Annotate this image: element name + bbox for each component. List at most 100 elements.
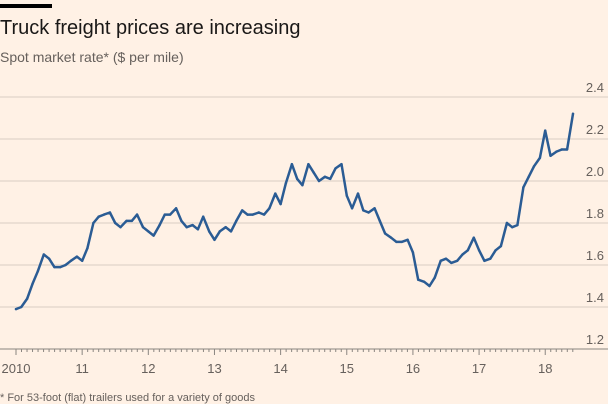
data-point — [499, 244, 503, 248]
series-line — [14, 112, 575, 311]
x-tick-label: 2010 — [2, 361, 31, 376]
data-point — [510, 226, 514, 229]
data-point — [560, 148, 563, 151]
data-point — [389, 236, 393, 239]
data-point — [439, 259, 442, 262]
x-tick-label: 14 — [273, 361, 287, 376]
data-point — [213, 238, 216, 241]
data-point — [42, 253, 45, 256]
data-point — [174, 207, 178, 210]
data-point — [202, 215, 205, 218]
data-point — [450, 261, 453, 265]
data-point — [307, 163, 310, 166]
data-point — [544, 129, 547, 132]
x-tick-label: 16 — [406, 361, 420, 376]
data-point — [125, 219, 128, 223]
data-point — [274, 192, 277, 195]
y-tick-label: 1.6 — [586, 248, 604, 263]
data-point — [340, 163, 343, 166]
title-accent-bar — [0, 4, 52, 8]
data-point — [114, 221, 117, 225]
data-point — [262, 213, 266, 216]
data-point — [555, 150, 558, 153]
data-point — [196, 228, 200, 231]
data-point — [538, 156, 542, 160]
data-point — [141, 226, 145, 229]
y-tick-label: 1.8 — [586, 206, 604, 221]
data-point — [75, 255, 79, 258]
data-point — [235, 219, 238, 223]
data-point — [494, 249, 497, 252]
chart-title: Truck freight prices are increasing — [0, 17, 301, 39]
x-tick-label: 15 — [340, 361, 354, 376]
data-point — [246, 213, 249, 216]
x-axis — [15, 349, 574, 355]
data-point — [317, 179, 321, 183]
data-point — [207, 230, 211, 233]
data-point — [565, 148, 569, 151]
data-point — [395, 240, 398, 244]
data-point — [295, 177, 299, 181]
chart-subtitle: Spot market rate* ($ per mile) — [0, 49, 184, 65]
data-point — [14, 307, 18, 311]
x-tick-label: 17 — [472, 361, 486, 376]
data-point — [31, 282, 34, 286]
y-tick-labels: 1.2 1.4 1.6 1.8 2.0 2.2 2.4 — [586, 80, 604, 347]
data-point — [59, 265, 62, 269]
data-point — [180, 219, 183, 223]
data-point — [26, 297, 29, 300]
y-tick-label: 2.0 — [586, 164, 604, 179]
x-tick-labels: 2010 11 12 13 14 15 16 17 18 — [2, 361, 553, 376]
data-point — [406, 238, 409, 241]
data-point — [362, 209, 365, 212]
data-point — [350, 207, 354, 210]
chart-footnote: * For 53-foot (flat) trailers used for a… — [0, 392, 255, 404]
data-point — [152, 234, 155, 237]
data-point — [489, 257, 492, 260]
data-point — [400, 240, 403, 244]
data-point — [119, 226, 122, 229]
data-point — [522, 186, 525, 189]
data-point — [241, 209, 244, 212]
data-point — [373, 207, 376, 210]
data-point — [323, 175, 327, 178]
data-point — [224, 226, 227, 229]
data-point — [251, 213, 255, 216]
data-point — [130, 219, 133, 223]
data-point — [477, 249, 481, 252]
y-tick-label: 2.2 — [586, 122, 604, 137]
data-point — [483, 259, 486, 262]
data-point — [383, 232, 387, 235]
data-point — [185, 226, 188, 229]
data-point — [532, 165, 536, 168]
data-point — [378, 219, 382, 223]
x-tick-label: 12 — [141, 361, 155, 376]
data-point — [456, 259, 459, 262]
data-point — [229, 230, 233, 233]
data-point — [64, 263, 67, 267]
data-point — [97, 215, 100, 218]
x-tick-label: 18 — [538, 361, 552, 376]
data-point — [428, 284, 431, 288]
data-point — [80, 259, 84, 262]
x-tick-label: 11 — [75, 361, 89, 376]
data-point — [218, 230, 221, 233]
data-point — [163, 213, 167, 216]
data-point — [147, 230, 150, 233]
data-point — [571, 112, 575, 116]
data-point — [444, 257, 448, 260]
data-point — [86, 247, 89, 250]
data-point — [301, 184, 304, 187]
data-point — [102, 213, 106, 216]
data-point — [191, 223, 194, 227]
data-point — [284, 181, 288, 185]
data-point — [472, 236, 475, 239]
data-point — [69, 259, 73, 262]
data-point — [411, 251, 415, 254]
data-point — [92, 221, 95, 225]
data-point — [367, 211, 370, 214]
data-point — [20, 305, 23, 309]
data-point — [345, 194, 348, 197]
data-point — [433, 276, 436, 279]
